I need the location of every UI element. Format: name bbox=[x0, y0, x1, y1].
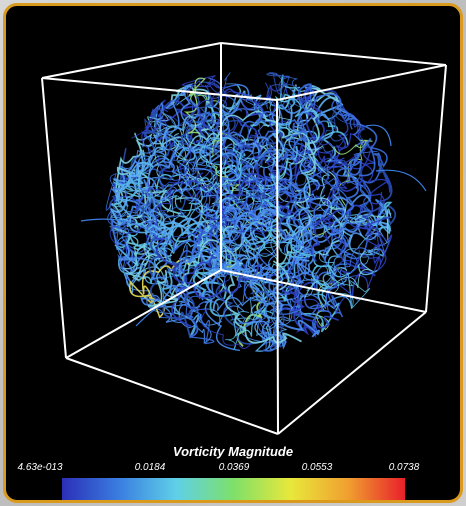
streamline bbox=[297, 83, 378, 177]
streamline-tendril bbox=[365, 124, 392, 147]
streamline bbox=[304, 250, 374, 299]
cube-edge bbox=[276, 64, 447, 101]
streamline bbox=[314, 247, 370, 329]
cube-edge bbox=[41, 42, 222, 79]
streamline bbox=[199, 84, 263, 211]
streamline bbox=[248, 190, 291, 239]
streamline bbox=[110, 155, 181, 208]
streamline bbox=[201, 194, 307, 267]
streamline bbox=[209, 110, 276, 144]
streamline bbox=[333, 113, 376, 190]
colorbar-title: Vorticity Magnitude bbox=[172, 444, 294, 459]
streamline bbox=[255, 145, 298, 252]
streamline bbox=[148, 236, 199, 339]
streamline bbox=[116, 115, 197, 237]
streamline bbox=[138, 136, 270, 203]
streamline bbox=[160, 110, 310, 150]
streamline bbox=[184, 291, 253, 349]
streamline bbox=[310, 204, 365, 262]
streamline bbox=[259, 213, 316, 292]
streamline bbox=[172, 265, 215, 345]
streamline bbox=[110, 159, 182, 218]
cube-edge bbox=[425, 64, 447, 313]
streamline bbox=[153, 231, 261, 299]
streamline bbox=[257, 111, 325, 200]
cube-edge bbox=[65, 269, 222, 359]
cube-edge bbox=[41, 77, 67, 359]
streamline bbox=[176, 170, 249, 216]
streamline bbox=[280, 74, 339, 133]
streamline bbox=[140, 254, 245, 306]
vorticity-streamlines-render bbox=[41, 42, 447, 435]
bounding-cube bbox=[41, 42, 447, 435]
streamline bbox=[221, 83, 267, 181]
streamline bbox=[154, 82, 195, 195]
streamline-tendril bbox=[135, 304, 167, 327]
streamline bbox=[236, 120, 349, 182]
colorbar-gradient bbox=[62, 478, 405, 500]
streamline-bundle bbox=[80, 72, 427, 352]
streamline bbox=[144, 189, 175, 238]
streamline bbox=[166, 156, 296, 261]
streamline bbox=[112, 161, 152, 186]
cube-edge bbox=[276, 99, 279, 435]
streamline bbox=[296, 194, 372, 274]
streamline bbox=[122, 242, 173, 281]
cube-edge bbox=[65, 357, 279, 435]
streamline bbox=[185, 90, 276, 161]
streamline bbox=[280, 101, 366, 150]
streamline bbox=[178, 208, 277, 280]
streamline bbox=[124, 180, 220, 252]
streamline bbox=[270, 227, 370, 309]
streamline bbox=[248, 259, 320, 317]
streamline bbox=[143, 100, 201, 149]
streamline bbox=[362, 155, 397, 226]
streamline bbox=[158, 101, 206, 233]
streamline bbox=[243, 88, 349, 191]
streamline bbox=[339, 216, 392, 289]
streamline-tendril bbox=[80, 218, 157, 237]
colorbar-tick-3: 0.0553 bbox=[301, 462, 333, 473]
streamline bbox=[216, 90, 264, 150]
streamline bbox=[171, 172, 267, 328]
streamline bbox=[241, 226, 287, 350]
streamline bbox=[225, 262, 302, 344]
streamline bbox=[107, 210, 237, 273]
colorbar-tick-2: 0.0369 bbox=[218, 462, 250, 473]
streamline bbox=[328, 137, 372, 257]
streamline-tendril bbox=[375, 169, 427, 192]
cube-edge bbox=[220, 42, 447, 66]
cube-edge bbox=[277, 311, 427, 435]
cube-edge bbox=[41, 77, 278, 101]
streamline bbox=[266, 196, 281, 278]
colorbar-tick-max: 0.0738 bbox=[388, 462, 420, 473]
streamline bbox=[262, 84, 322, 127]
streamline bbox=[206, 94, 296, 158]
visualization-panel: Vorticity Magnitude 4.63e-013 0.0184 0.0… bbox=[3, 3, 463, 503]
streamline bbox=[205, 188, 294, 233]
streamline bbox=[265, 83, 317, 207]
streamline bbox=[278, 145, 372, 182]
streamline bbox=[105, 172, 131, 240]
streamline bbox=[294, 190, 345, 256]
streamline bbox=[118, 103, 164, 180]
colorbar-tick-min: 4.63e-013 bbox=[17, 462, 63, 473]
streamline bbox=[198, 242, 288, 300]
streamline bbox=[291, 142, 348, 250]
streamline bbox=[348, 191, 393, 272]
streamline bbox=[271, 141, 392, 241]
cube-edge bbox=[220, 269, 427, 313]
streamline bbox=[116, 220, 150, 272]
streamline bbox=[208, 213, 278, 350]
streamline bbox=[222, 88, 279, 193]
streamline bbox=[222, 261, 321, 338]
streamline bbox=[283, 185, 317, 218]
streamline bbox=[119, 242, 212, 300]
streamline bbox=[272, 139, 317, 291]
streamline bbox=[162, 172, 297, 279]
streamline bbox=[224, 143, 270, 194]
streamline bbox=[252, 72, 337, 134]
colorbar-tick-1: 0.0184 bbox=[134, 462, 166, 473]
